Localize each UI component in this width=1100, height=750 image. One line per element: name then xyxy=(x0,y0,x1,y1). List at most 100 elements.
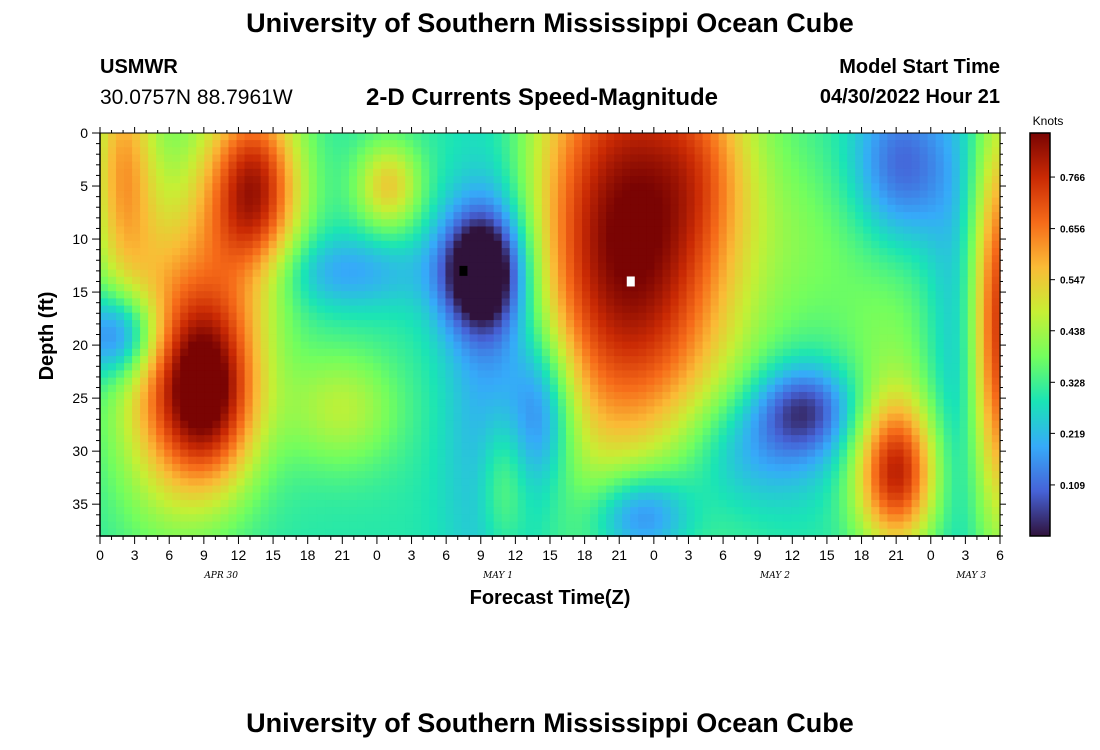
heat-cell xyxy=(847,363,857,372)
heat-cell xyxy=(702,140,712,149)
heat-cell xyxy=(549,384,559,393)
heat-cell xyxy=(646,248,656,257)
heat-cell xyxy=(863,427,873,436)
heat-cell xyxy=(477,298,487,307)
heat-cell xyxy=(790,406,800,415)
heat-cell xyxy=(790,312,800,321)
heat-cell xyxy=(565,420,575,429)
heat-cell xyxy=(991,176,1001,185)
heat-cell xyxy=(734,435,744,444)
heat-cell xyxy=(517,183,527,192)
heat-cell xyxy=(421,248,431,257)
heat-cell xyxy=(879,320,889,329)
heat-cell xyxy=(405,132,415,141)
heat-cell xyxy=(220,212,230,221)
heat-cell xyxy=(373,197,382,206)
heat-cell xyxy=(654,334,664,343)
heat-cell xyxy=(903,406,913,415)
heat-cell xyxy=(790,298,800,307)
heat-cell xyxy=(284,197,294,206)
heat-cell xyxy=(501,154,511,163)
heat-cell xyxy=(782,183,792,192)
heat-cell xyxy=(437,420,447,429)
heat-cell xyxy=(646,233,656,242)
heat-cell xyxy=(726,420,736,429)
heat-cell xyxy=(236,291,246,300)
heat-cell xyxy=(959,154,969,163)
heat-cell xyxy=(381,312,390,321)
heat-cell xyxy=(340,197,350,206)
heat-cell xyxy=(413,420,423,429)
heat-cell xyxy=(236,298,246,307)
heat-cell xyxy=(373,406,382,415)
heat-cell xyxy=(823,348,832,357)
heat-cell xyxy=(815,140,824,149)
heat-cell xyxy=(252,161,262,170)
heat-cell xyxy=(847,212,857,221)
heat-cell xyxy=(349,183,358,192)
heat-cell xyxy=(863,442,873,451)
heat-cell xyxy=(461,341,471,350)
heat-cell xyxy=(349,363,358,372)
heat-cell xyxy=(308,168,318,177)
heat-cell xyxy=(799,291,808,300)
heat-cell xyxy=(807,320,816,329)
heat-cell xyxy=(148,442,157,451)
heat-cell xyxy=(228,240,238,249)
heat-cell xyxy=(847,233,857,242)
heat-cell xyxy=(188,240,198,249)
heat-cell xyxy=(557,140,567,149)
heat-cell xyxy=(943,442,953,451)
heat-cell xyxy=(831,233,840,242)
heat-cell xyxy=(308,384,318,393)
heat-cell xyxy=(340,248,350,257)
heat-cell xyxy=(357,132,366,141)
heat-cell xyxy=(927,190,937,199)
heat-cell xyxy=(533,197,543,206)
heat-cell xyxy=(670,377,680,386)
heat-cell xyxy=(678,248,688,257)
heat-cell xyxy=(943,147,953,156)
heat-cell xyxy=(718,298,728,307)
heat-cell xyxy=(694,255,704,264)
heat-cell xyxy=(276,183,286,192)
heat-cell xyxy=(646,147,656,156)
heat-cell xyxy=(959,219,969,228)
heat-cell xyxy=(734,248,744,257)
heat-cell xyxy=(124,341,133,350)
heat-cell xyxy=(204,212,214,221)
heat-cell xyxy=(839,334,849,343)
heat-cell xyxy=(107,427,117,436)
heat-cell xyxy=(839,363,849,372)
heat-cell xyxy=(959,284,969,293)
heat-cell xyxy=(276,420,286,429)
heat-cell xyxy=(509,219,519,228)
heat-cell xyxy=(871,240,881,249)
heat-cell xyxy=(911,190,921,199)
heat-cell xyxy=(180,219,190,228)
heat-cell xyxy=(340,269,350,278)
heat-cell xyxy=(967,269,977,278)
heat-cell xyxy=(437,413,447,422)
heat-cell xyxy=(750,298,760,307)
heat-cell xyxy=(115,276,125,285)
heat-cell xyxy=(863,154,873,163)
heat-cell xyxy=(525,262,535,271)
heat-cell xyxy=(477,320,487,329)
heat-cell xyxy=(525,161,535,170)
heat-cell xyxy=(437,435,447,444)
heat-cell xyxy=(565,312,575,321)
heat-cell xyxy=(357,197,366,206)
heat-cell xyxy=(622,334,632,343)
heat-cell xyxy=(935,399,945,408)
heat-cell xyxy=(148,420,157,429)
heat-cell xyxy=(975,370,985,379)
heat-cell xyxy=(565,262,575,271)
heat-cell xyxy=(991,248,1001,257)
heat-cell xyxy=(477,140,487,149)
heat-cell xyxy=(477,355,487,364)
heat-cell xyxy=(927,291,937,300)
heat-cell xyxy=(381,147,390,156)
heat-cell xyxy=(702,435,712,444)
heat-cell xyxy=(357,147,366,156)
